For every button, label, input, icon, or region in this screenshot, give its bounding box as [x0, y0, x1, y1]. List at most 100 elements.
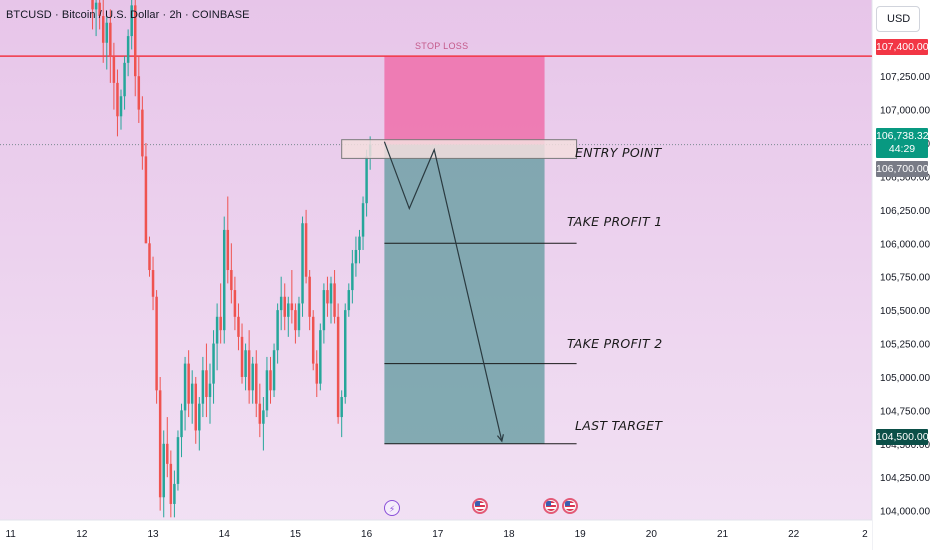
take-profit-zone	[384, 144, 545, 444]
price-scale	[872, 0, 932, 550]
y-tick-label: 105,750.00	[880, 273, 930, 284]
symbol-title[interactable]: BTCUSD · Bitcoin / U.S. Dollar · 2h · CO…	[6, 9, 250, 21]
candle-body	[226, 229, 230, 271]
last-target-label: LAST TARGET	[575, 418, 663, 433]
candle-body	[308, 276, 311, 317]
candle-body	[347, 290, 351, 311]
x-tick-label: 16	[361, 529, 373, 540]
candle-body	[119, 96, 123, 117]
y-tick-label: 107,250.00	[880, 72, 930, 83]
x-tick-label: 15	[290, 529, 302, 540]
x-tick-label: 18	[503, 529, 515, 540]
currency-button[interactable]: USD	[876, 6, 920, 32]
candle-body	[155, 296, 158, 391]
candle-body	[336, 316, 340, 418]
candle-body	[183, 363, 187, 411]
candle-body	[251, 363, 254, 391]
candle-body	[94, 2, 98, 10]
entry-point-label: ENTRY POINT	[575, 145, 662, 160]
candle-body	[169, 463, 173, 504]
stop-loss-zone	[384, 56, 545, 145]
us-flag-icon[interactable]	[543, 498, 559, 514]
candle-body	[304, 223, 308, 277]
y-tick-label: 105,500.00	[880, 306, 930, 317]
y-tick-label: 104,000.00	[880, 507, 930, 518]
candle-body	[101, 16, 105, 43]
candle-body	[137, 76, 141, 110]
y-tick-label: 104,500.00	[880, 440, 930, 451]
candle-body	[311, 316, 315, 364]
candle-body	[265, 370, 269, 411]
candle-body	[162, 443, 165, 498]
candle-body	[255, 363, 258, 404]
us-flag-icon[interactable]	[562, 498, 578, 514]
take-profit-2-label: TAKE PROFIT 2	[567, 336, 663, 351]
candle-body	[233, 290, 237, 317]
y-tick-label: 106,250.00	[880, 206, 930, 217]
candle-body	[262, 410, 265, 424]
y-tick-label: 105,000.00	[880, 373, 930, 384]
candle-body	[130, 5, 133, 37]
candle-body	[123, 62, 126, 97]
candle-body	[187, 363, 190, 404]
candle-body	[91, 0, 94, 10]
candle-body	[283, 296, 286, 317]
candle-body	[269, 370, 272, 391]
candle-body	[134, 5, 137, 77]
candle-body	[205, 370, 208, 398]
candle-body	[294, 310, 297, 331]
us-flag-icon[interactable]	[472, 498, 488, 514]
candle-body	[230, 270, 233, 291]
candle-body	[116, 82, 119, 117]
candle-body	[361, 203, 365, 237]
candle-body	[166, 443, 169, 464]
y-tick-label: 104,250.00	[880, 473, 930, 484]
candle-body	[176, 437, 180, 484]
bolt-icon[interactable]: ⚡	[384, 500, 400, 516]
candle-body	[198, 403, 201, 431]
current-price-badge: 106,738.32 44:29	[876, 128, 929, 158]
candle-body	[109, 22, 112, 57]
candle-body	[351, 263, 354, 291]
candle-body	[148, 243, 151, 271]
candle-body	[215, 316, 219, 344]
x-tick-label: 12	[76, 529, 88, 540]
candle-body	[190, 383, 194, 404]
candle-body	[247, 350, 251, 391]
candle-body	[333, 283, 336, 317]
candle-body	[201, 370, 205, 404]
bar-countdown: 44:29	[888, 143, 916, 155]
y-tick-label: 106,000.00	[880, 239, 930, 250]
candle-body	[315, 363, 319, 384]
candle-body	[237, 316, 240, 337]
y-tick-label: 105,250.00	[880, 340, 930, 351]
candle-body	[158, 390, 162, 498]
candle-body	[258, 403, 262, 424]
take-profit-1-label: TAKE PROFIT 1	[567, 214, 663, 229]
candle-body	[329, 283, 333, 304]
candle-body	[365, 156, 368, 204]
y-tick-label: 106,500.00	[880, 172, 930, 183]
current-price-value: 106,738.32	[876, 130, 929, 142]
candle-body	[141, 109, 144, 157]
candle-body	[240, 336, 244, 377]
candle-body	[290, 303, 294, 311]
candle-body	[340, 397, 343, 418]
candle-body	[112, 56, 116, 83]
candle-body	[287, 303, 290, 317]
time-scale	[0, 520, 872, 550]
candle-body	[105, 22, 109, 43]
x-tick-label: 20	[646, 529, 658, 540]
x-tick-label: 11	[5, 529, 16, 540]
projection-path	[383, 141, 503, 442]
x-tick-label: 22	[788, 529, 800, 540]
candle-body	[98, 2, 101, 17]
candle-body	[222, 229, 226, 331]
candle-body	[326, 290, 329, 304]
candle-body	[208, 383, 212, 398]
candle-body	[144, 156, 148, 244]
candle-body	[343, 310, 347, 398]
candle-body	[322, 290, 326, 331]
candle-body	[219, 316, 222, 331]
